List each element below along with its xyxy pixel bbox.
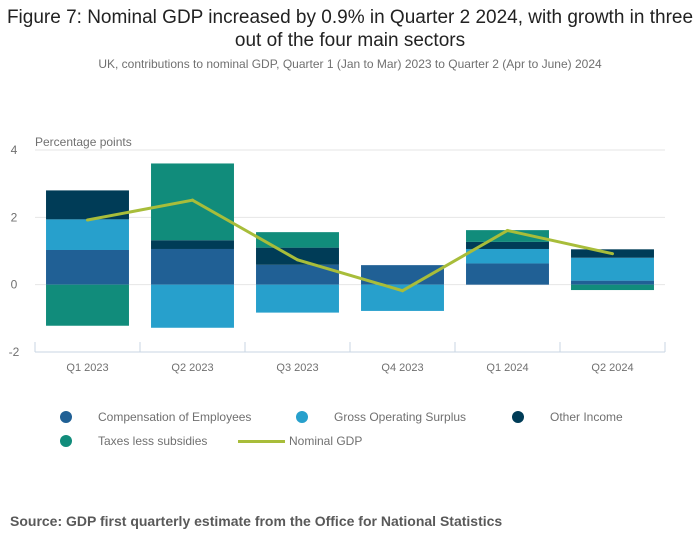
bar-segment-taxes-less-subsidies[interactable]	[46, 284, 129, 326]
bar-segment-gross-operating-surplus[interactable]	[466, 248, 549, 264]
bars	[46, 163, 654, 328]
nominal-gdp-point[interactable]	[401, 289, 404, 293]
gridlines: 4 2 0 -2	[9, 143, 665, 359]
bar-segment-compensation-of-employees[interactable]	[571, 280, 654, 285]
bar-segment-taxes-less-subsidies[interactable]	[571, 284, 654, 291]
legend-label: Nominal GDP	[289, 434, 363, 448]
legend: Compensation of Employees Gross Operatin…	[60, 407, 680, 455]
bar-segment-other-income[interactable]	[151, 240, 234, 249]
y-tick-label: 0	[11, 278, 18, 292]
legend-item-nominal-gdp[interactable]: Nominal GDP	[238, 431, 362, 451]
x-tick-label: Q2 2023	[171, 362, 213, 374]
bar-segment-compensation-of-employees[interactable]	[151, 248, 234, 285]
bar-segment-compensation-of-employees[interactable]	[466, 263, 549, 285]
legend-item-compensation[interactable]: Compensation of Employees	[60, 407, 251, 427]
nominal-gdp-line-layer	[86, 198, 614, 293]
x-tick-label: Q2 2024	[591, 362, 633, 374]
x-tick-label: Q4 2023	[381, 362, 423, 374]
nominal-gdp-point[interactable]	[191, 198, 194, 202]
legend-marker-icon	[512, 411, 524, 423]
x-tick-label: Q1 2023	[66, 362, 108, 374]
legend-label: Taxes less subsidies	[98, 434, 208, 448]
y-tick-label: 4	[11, 143, 18, 157]
legend-marker-icon	[296, 411, 308, 423]
legend-label: Other Income	[550, 410, 623, 424]
stacked-bar-chart: 420-2 Q1 2023 Q2 2023 Q3 2023 Q4 2023 Q1 202…	[9, 135, 666, 374]
nominal-gdp-point[interactable]	[611, 252, 614, 256]
bar-segment-gross-operating-surplus[interactable]	[571, 257, 654, 281]
bar-segment-gross-operating-surplus[interactable]	[151, 284, 234, 328]
legend-label: Gross Operating Surplus	[334, 410, 467, 424]
bar-segment-gross-operating-surplus[interactable]	[46, 219, 129, 250]
bar-segment-taxes-less-subsidies[interactable]	[256, 232, 339, 248]
legend-row-1: Compensation of Employees Gross Operatin…	[60, 407, 680, 431]
legend-line-icon	[238, 439, 285, 443]
y-tick-label: 2	[11, 210, 18, 224]
bar-segment-gross-operating-surplus[interactable]	[361, 284, 444, 311]
x-tick-label: Q3 2023	[276, 362, 318, 374]
x-axis: Q1 2023 Q2 2023 Q3 2023 Q4 2023 Q1 2024 Q2 20…	[34, 342, 666, 374]
nominal-gdp-point[interactable]	[296, 258, 299, 262]
y-axis-label: Percentage points	[35, 135, 132, 149]
chart-title: Figure 7: Nominal GDP increased by 0.9% …	[6, 7, 694, 51]
legend-row-2: Taxes less subsidies Nominal GDP	[60, 431, 680, 455]
nominal-gdp-line[interactable]	[87, 198, 613, 293]
nominal-gdp-point[interactable]	[86, 218, 89, 222]
y-tick-label: -2	[9, 345, 20, 359]
source-note: Source: GDP first quarterly estimate fro…	[10, 513, 503, 529]
legend-marker-icon	[60, 411, 72, 423]
legend-item-taxes-less-subsidies[interactable]: Taxes less subsidies	[60, 431, 207, 451]
bar-segment-other-income[interactable]	[466, 241, 549, 249]
legend-label: Compensation of Employees	[98, 410, 252, 424]
legend-item-gross-operating-surplus[interactable]: Gross Operating Surplus	[296, 407, 466, 427]
bar-segment-compensation-of-employees[interactable]	[46, 249, 129, 285]
nominal-gdp-point[interactable]	[506, 228, 509, 232]
legend-marker-icon	[60, 435, 72, 447]
bar-segment-other-income[interactable]	[256, 247, 339, 265]
x-tick-label: Q1 2024	[486, 362, 528, 374]
legend-item-other-income[interactable]: Other Income	[512, 407, 623, 427]
chart-subtitle: UK, contributions to nominal GDP, Quarte…	[98, 57, 602, 71]
bar-segment-gross-operating-surplus[interactable]	[256, 284, 339, 313]
bar-segment-compensation-of-employees[interactable]	[256, 264, 339, 285]
bar-segment-taxes-less-subsidies[interactable]	[466, 230, 549, 242]
